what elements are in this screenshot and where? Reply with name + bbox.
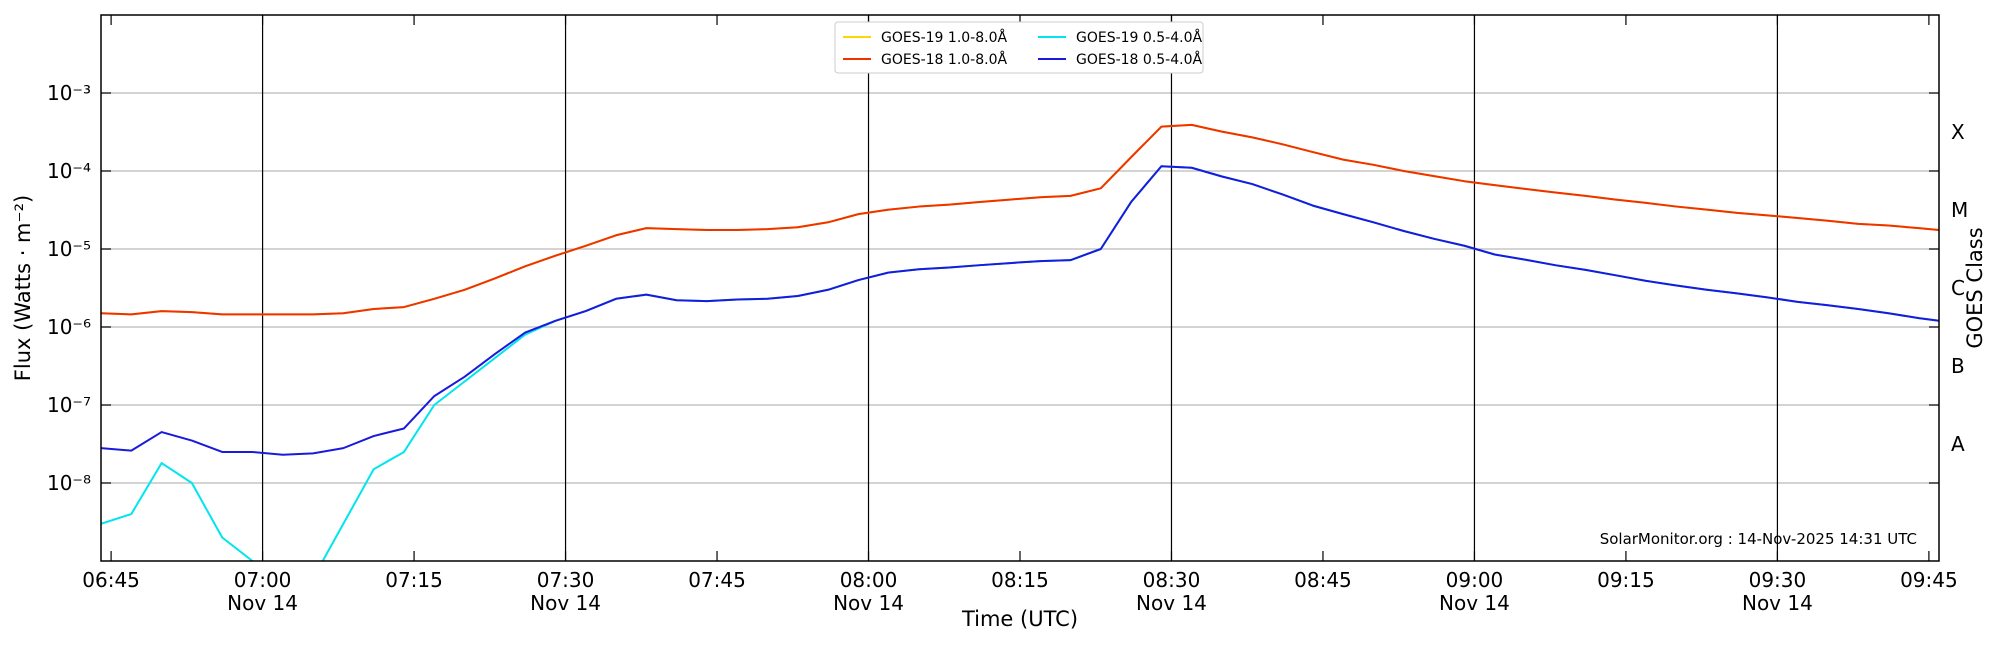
series-line: [101, 165, 1939, 561]
x-tick-label: Nov 14: [1742, 591, 1813, 615]
legend-label: GOES-19 1.0-8.0Å: [881, 29, 1007, 46]
y-tick-label: 10⁻⁵: [47, 237, 91, 261]
class-label: B: [1951, 354, 1965, 378]
plot-frame: [100, 14, 1940, 562]
legend-label: GOES-19 0.5-4.0Å: [1076, 29, 1202, 46]
annotation: SolarMonitor.org : 14-Nov-2025 14:31 UTC: [1600, 530, 1917, 548]
y-tick-label: 10⁻⁴: [47, 159, 91, 183]
legend-label: GOES-18 0.5-4.0Å: [1076, 51, 1202, 68]
x-tick-label: 07:00: [234, 568, 292, 592]
y-tick-label: 10⁻⁸: [47, 471, 91, 495]
series-line: [101, 123, 1939, 316]
x-tick-label: 07:45: [688, 568, 746, 592]
class-label: M: [1951, 198, 1968, 222]
x-tick-label: 09:45: [1900, 568, 1958, 592]
x-tick-label: 08:45: [1294, 568, 1352, 592]
legend-label: GOES-18 1.0-8.0Å: [881, 51, 1007, 68]
class-label: A: [1951, 432, 1965, 456]
y-tick-label: 10⁻³: [47, 81, 91, 105]
x-tick-label: Nov 14: [833, 591, 904, 615]
x-tick-label: Nov 14: [530, 591, 601, 615]
y2-axis-label: GOES Class: [1963, 227, 1987, 348]
class-label: X: [1951, 120, 1965, 144]
x-tick-label: 09:30: [1749, 568, 1807, 592]
x-tick-label: Nov 14: [1439, 591, 1510, 615]
y-tick-label: 10⁻⁶: [47, 315, 91, 339]
series-line: [101, 123, 1939, 316]
x-tick-label: 07:30: [537, 568, 595, 592]
x-tick-label: Nov 14: [1136, 591, 1207, 615]
x-tick-label: 07:15: [385, 568, 443, 592]
x-tick-label: 08:30: [1143, 568, 1201, 592]
legend-box: [834, 21, 1204, 74]
class-label: C: [1951, 276, 1965, 300]
x-tick-label: 08:00: [840, 568, 898, 592]
series-line: [101, 165, 1939, 456]
x-tick-label: 09:00: [1446, 568, 1504, 592]
plot-area: [101, 123, 1939, 561]
y-axis-label: Flux (Watts · m⁻²): [11, 195, 35, 381]
x-tick-label: 06:45: [82, 568, 140, 592]
x-tick-label: 09:15: [1597, 568, 1655, 592]
x-axis-label: Time (UTC): [961, 607, 1078, 631]
y-tick-label: 10⁻⁷: [47, 393, 91, 417]
x-tick-label: 08:15: [991, 568, 1049, 592]
x-tick-label: Nov 14: [227, 591, 298, 615]
